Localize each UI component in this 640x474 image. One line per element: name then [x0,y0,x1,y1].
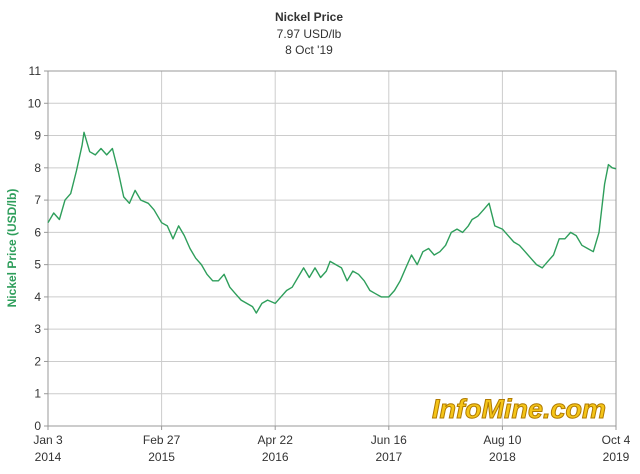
x-tick-label-year-4: 2018 [489,450,516,464]
y-axis-ticks: 0 1 2 3 4 5 6 7 8 9 10 11 [28,64,48,433]
y-tick-label-5: 5 [34,258,41,272]
y-tick-label-6: 6 [34,225,41,239]
y-tick-label-8: 8 [34,161,41,175]
x-tick-label-year-0: 2014 [35,450,62,464]
series-line-nickel-price [47,131,617,314]
y-tick-label-9: 9 [34,129,41,143]
infomine-watermark: InfoMine.com [432,394,606,424]
y-tick-label-1: 1 [34,387,41,401]
chart-subtitle-date: 8 Oct '19 [285,43,333,57]
y-tick-label-0: 0 [34,419,41,433]
x-tick-label-date-4: Aug 10 [483,433,521,447]
x-tick-label-date-0: Jan 3 [33,433,63,447]
y-axis-label: Nickel Price (USD/lb) [5,189,19,308]
y-tick-label-10: 10 [28,96,42,110]
y-tick-label-2: 2 [34,354,41,368]
plot-area-border [47,70,617,427]
y-tick-label-11: 11 [29,64,42,78]
x-tick-label-year-2: 2016 [262,450,289,464]
x-tick-label-year-5: 2019 [603,450,630,464]
x-tick-label-year-1: 2015 [148,450,175,464]
y-tick-label-4: 4 [34,290,41,304]
x-tick-label-date-1: Feb 27 [143,433,181,447]
x-tick-label-date-2: Apr 22 [258,433,294,447]
chart-subtitle-price: 7.97 USD/lb [277,27,342,41]
x-tick-label-year-3: 2017 [375,450,402,464]
x-axis-ticks: Jan 3 2014 Feb 27 2015 Apr 22 2016 Jun 16 2017 A… [33,426,631,464]
grid-lines [48,71,616,426]
y-tick-label-3: 3 [34,322,41,336]
x-tick-label-date-3: Jun 16 [371,433,407,447]
chart-title: Nickel Price [275,10,343,24]
y-tick-label-7: 7 [34,193,41,207]
x-tick-label-date-5: Oct 4 [602,433,631,447]
